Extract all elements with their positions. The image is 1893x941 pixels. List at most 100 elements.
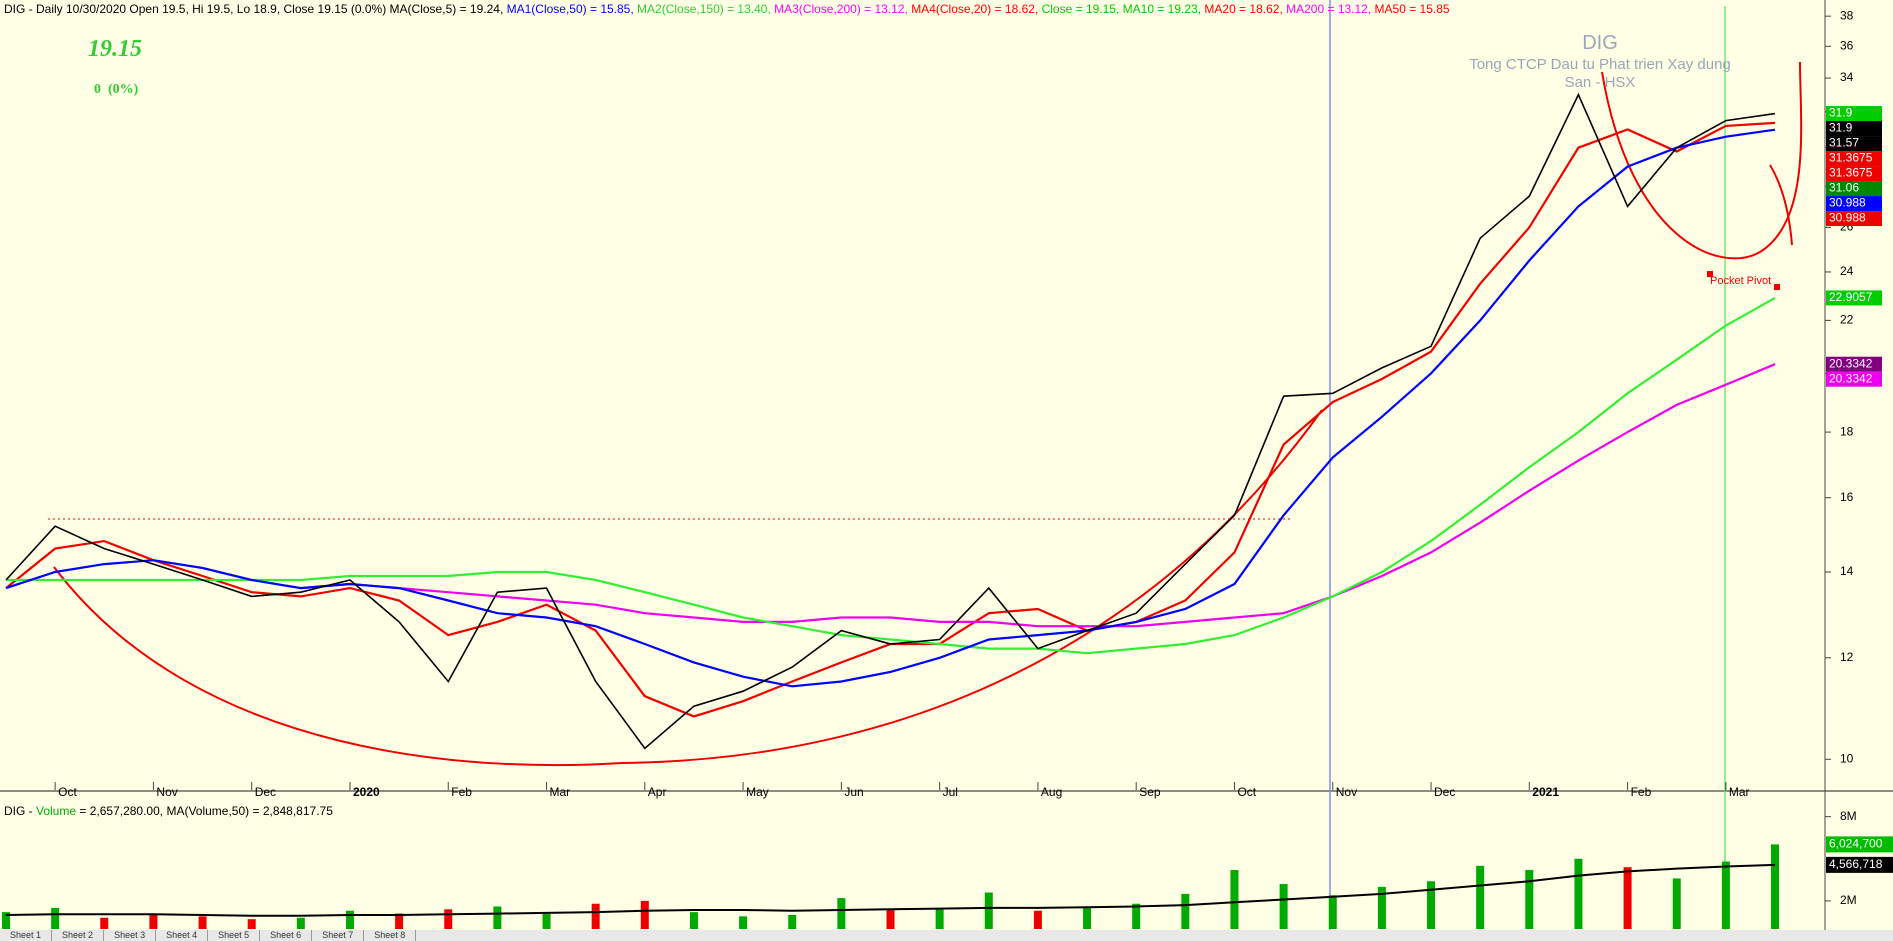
volume-bar (247, 919, 256, 929)
price-label-box (1826, 166, 1882, 182)
watermark-symbol: DIG (1582, 32, 1618, 54)
price-label-box (1826, 181, 1882, 197)
volume-bar (542, 912, 551, 929)
volume-bar (100, 917, 109, 929)
volume-bar (149, 914, 158, 929)
sheet-tab[interactable]: Sheet 5 (208, 930, 261, 941)
volume-bar (1132, 903, 1141, 929)
last-label-box (1826, 836, 1893, 853)
volume-bar (788, 914, 797, 929)
volume-bar (935, 907, 944, 929)
series-line (5, 128, 1776, 688)
volume-bar (689, 912, 698, 929)
x-tick-label: Oct (1237, 785, 1256, 799)
volume-bar (1033, 910, 1042, 929)
x-tick-label: 2020 (353, 785, 380, 799)
volume-bar (1672, 878, 1681, 929)
sheet-tabs: Sheet 1 Sheet 2 Sheet 3 Sheet 4 Sheet 5 Sheet… (0, 930, 1893, 941)
x-tick-label: 2021 (1532, 785, 1559, 799)
watermark-company: Tong CTCP Dau tu Phat trien Xay dung (1469, 56, 1731, 73)
volume-bar (296, 917, 305, 929)
price-label: 31.9 (1829, 106, 1853, 120)
price-label: 30.988 (1829, 211, 1866, 225)
sheet-tab[interactable]: Sheet 2 (52, 930, 105, 941)
x-tick-label: Jun (844, 785, 863, 799)
x-tick-label: Mar (550, 785, 571, 799)
header-segment: MA3(Close,200) = 13.12, (774, 2, 912, 16)
volume-bar (1083, 906, 1092, 929)
y-tick-label: 24 (1840, 264, 1854, 278)
price-label: 20.3342 (1829, 371, 1873, 385)
price-label: 31.9 (1829, 121, 1853, 135)
sheet-tab[interactable]: Sheet 7 (312, 930, 365, 941)
handle-curve (1769, 164, 1793, 246)
price-label: 31.57 (1829, 136, 1859, 150)
x-tick-label: Nov (156, 785, 177, 799)
header-segment: MA1(Close,50) = 15.85, (506, 2, 638, 16)
y-tick-label: 34 (1840, 70, 1854, 84)
volume-bar (1427, 881, 1436, 929)
y-tick-label: 14 (1840, 564, 1854, 578)
price-label: 30.988 (1829, 196, 1866, 210)
price-label: 31.3675 (1829, 166, 1873, 180)
volume-header-segment: = 2,657,280.00, MA(Volume,50) = 2,848,81… (76, 804, 333, 818)
volume-bar (1279, 884, 1288, 929)
watermark-exchange: San - HSX (1564, 74, 1636, 91)
sheet-tab[interactable]: Sheet 1 (0, 930, 53, 941)
y-tick-label: 10 (1840, 751, 1854, 765)
header-segment: Close = 19.15, (1041, 2, 1123, 16)
header-segment: MA4(Close,20) = 18.62, (911, 2, 1042, 16)
series-line (300, 363, 1776, 628)
header-segment: MA20 = 18.62, (1204, 2, 1287, 16)
volume-bar (1771, 844, 1779, 929)
price-label: 20.3342 (1829, 356, 1873, 370)
y-tick-label: 38 (1840, 8, 1854, 22)
price-label-box (1826, 196, 1882, 212)
sheet-tab[interactable]: Sheet 3 (104, 930, 157, 941)
header-segment: MA50 = 15.85 (1374, 2, 1450, 16)
y-tick-label: 12 (1840, 650, 1854, 664)
x-tick-label: Jul (943, 785, 958, 799)
cup-curve (53, 409, 1323, 767)
x-tick-label: Oct (58, 785, 77, 799)
volume-bar (2, 912, 10, 929)
series-line (5, 863, 1776, 917)
price-label: 31.06 (1829, 181, 1859, 195)
x-tick-label: May (746, 785, 769, 799)
volume-bar (1230, 870, 1239, 929)
volume-bar (1328, 895, 1337, 929)
cup-curve-2 (1601, 61, 1803, 260)
price-label-box (1826, 211, 1882, 227)
y-tick-label: 16 (1840, 490, 1854, 504)
sheet-tab[interactable]: Sheet 4 (156, 930, 209, 941)
price-label-box (1826, 136, 1882, 152)
y-tick-label: 8M (1840, 809, 1857, 823)
y-tick-label: 22 (1840, 313, 1854, 327)
volume-bar (640, 900, 649, 929)
volume-bar (1721, 861, 1730, 929)
x-tick-label: Feb (1631, 785, 1652, 799)
header-segment: DIG - Daily 10/30/2020 Open 19.5, Hi 19.… (4, 2, 507, 16)
x-tick-label: Nov (1336, 785, 1357, 799)
volume-bar (51, 907, 60, 929)
x-tick-label: Aug (1041, 785, 1062, 799)
sheet-tab[interactable]: Sheet 6 (260, 930, 313, 941)
annotation: Pocket Pivot (1710, 275, 1771, 287)
pivot-marker (1774, 284, 1780, 290)
header-segment: MA10 = 19.23, (1122, 2, 1205, 16)
header-segment: MA2(Close,150) = 13.40, (637, 2, 775, 16)
last-label: 6,024,700 (1829, 837, 1883, 851)
y-tick-label: 18 (1840, 424, 1854, 438)
price-label-box (1826, 151, 1882, 167)
x-tick-label: Feb (451, 785, 472, 799)
price-label: 31.3675 (1829, 151, 1873, 165)
x-tick-label: Mar (1729, 785, 1750, 799)
quote-price: 19.15 (88, 36, 142, 62)
volume-bar (837, 898, 846, 929)
y-tick-label: 2M (1840, 893, 1857, 907)
volume-bar (1377, 886, 1386, 929)
sheet-tab[interactable]: Sheet 8 (364, 930, 417, 941)
header: DIG - Daily 10/30/2020 Open 19.5, Hi 19.… (4, 2, 1450, 16)
pivot-marker (1707, 271, 1713, 277)
